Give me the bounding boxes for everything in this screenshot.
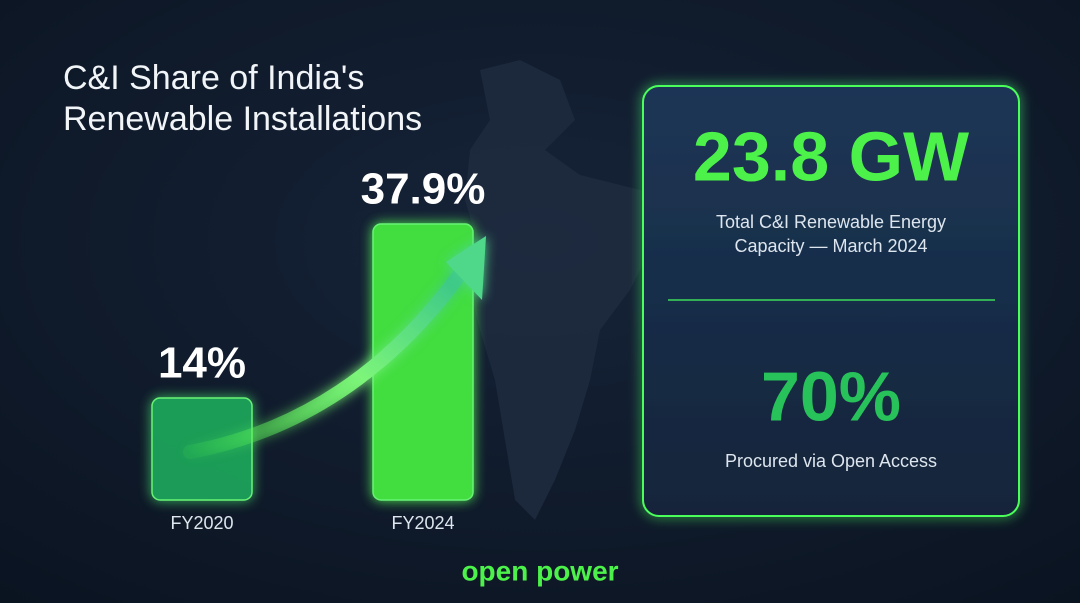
x-tick-label: FY2024 [391,513,454,533]
stat-panel [642,85,1020,517]
growth-arrow [183,253,477,459]
secondary-stat: 70% [761,357,901,435]
india-map [465,60,705,520]
value-label: 14% [158,339,246,388]
value-label: 37.9% [361,165,486,214]
headline-stat: 23.8 GW [693,117,969,195]
headline-caption: Total C&I Renewable Energy Capacity — Ma… [715,212,947,256]
brand-logo: open power [461,555,618,586]
x-tick-label: FY2020 [170,513,233,533]
secondary-caption: Procured via Open Access [724,451,938,471]
chart-title: C&I Share of India's Renewable Installat… [63,59,423,138]
arrow-head [446,236,486,300]
